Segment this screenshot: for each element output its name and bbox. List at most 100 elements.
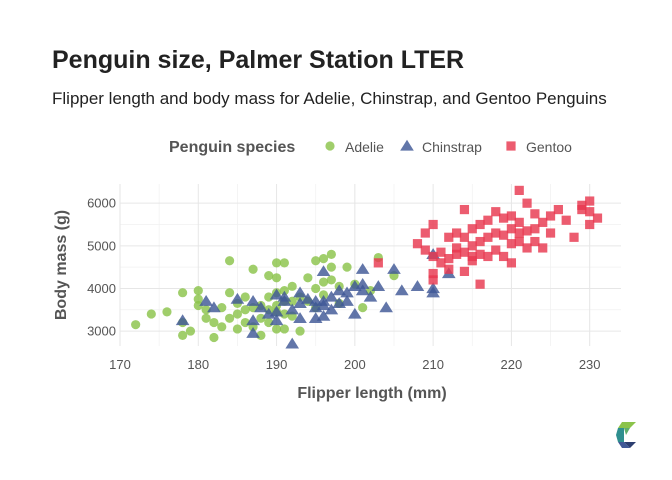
adelie-point [178,288,188,298]
gentoo-point [585,219,595,230]
chinstrap-point [277,290,292,302]
adelie-point [271,324,282,334]
gentoo-point [491,245,501,255]
gentoo-point [506,224,517,234]
legend-label: Chinstrap [422,139,482,155]
gentoo-point [475,279,485,289]
gentoo-point [452,249,462,259]
chinstrap-point [230,292,245,304]
series-chinstrap [175,248,456,349]
chinstrap-point [316,265,331,277]
x-tick-label: 190 [266,357,288,372]
adelie-point [271,258,282,268]
gentoo-point [444,232,454,242]
gentoo-point [585,196,595,206]
gentoo-point [506,211,517,221]
series-adelie [131,249,399,343]
adelie-point [224,313,235,323]
axis-ticks: 170 180 190 200 210 220 230 3000 4000 5000 6000 [87,196,600,372]
chinstrap-point [175,314,190,326]
gentoo-point [561,215,571,225]
chinstrap-point [426,286,440,298]
chinstrap-point [324,290,339,302]
chinstrap-point [285,337,300,349]
adelie-point [287,296,297,306]
gentoo-point [467,224,477,234]
chinstrap-point [332,284,347,296]
y-axis-title: Body mass (g) [53,210,70,320]
adelie-point [193,285,203,296]
gentoo-point [491,207,501,217]
gentoo-point [553,204,563,215]
gentoo-point [577,200,587,210]
y-tick-label: 4000 [87,281,116,296]
chinstrap-point [301,292,315,304]
adelie-point [232,309,243,319]
adelie-point [131,320,141,330]
chinstrap-point [316,299,331,311]
gentoo-point [545,228,556,238]
adelie-point [326,262,336,272]
chinstrap-point [355,263,370,274]
gentoo-point [491,228,501,238]
adelie-point [326,249,336,259]
adelie-point [146,309,156,319]
gentoo-point [530,224,540,234]
adelie-point [318,277,329,287]
gentoo-point [483,215,493,225]
legend-title: Penguin species [169,139,295,156]
adelie-point [178,330,188,340]
gentoo-point [436,258,446,268]
adelie-point [209,317,219,328]
gentoo-point [498,230,509,240]
adelie-point [224,256,235,266]
gentoo-point [592,213,603,223]
gentoo-point [522,243,532,253]
chinstrap-point [293,297,307,309]
chinstrap-point [355,277,370,289]
adelie-point [193,300,203,311]
chinstrap-point [246,314,260,326]
legend-item-chinstrap: Chinstrap [400,139,482,155]
gentoo-point [498,251,509,262]
gentoo-legend-marker [506,141,516,151]
gentoo-point [514,217,524,227]
chinstrap-point [387,263,401,274]
adelie-point [311,256,321,266]
gentoo-point [538,217,548,227]
y-tick-label: 6000 [87,196,116,211]
gentoo-point [585,207,595,217]
chinstrap-point [340,286,354,298]
chinstrap-point [340,295,354,306]
x-tick-label: 220 [501,357,523,372]
chinstrap-point [410,280,425,291]
adelie-point [358,303,368,313]
adelie-point [217,322,227,332]
chinstrap-point [324,303,339,315]
gentoo-point [459,232,470,242]
adelie-point [264,271,274,281]
gentoo-point [444,254,454,264]
chinstrap-point [254,301,268,313]
gentoo-point [483,232,493,242]
adelie-point [271,300,282,311]
adelie-point [193,294,203,304]
chinstrap-point [379,301,393,313]
gentoo-point [420,245,430,255]
gentoo-point [498,213,509,223]
gentoo-point [475,249,485,259]
gentoo-point [373,258,383,268]
gentoo-point [467,241,477,251]
gentoo-point [428,275,438,285]
gentoo-point [522,198,532,208]
data-points [131,185,603,349]
adelie-point [318,290,329,300]
chinstrap-point [316,309,331,321]
adelie-point [279,285,289,296]
adelie-point [271,273,282,283]
gentoo-point [467,256,477,266]
adelie-point [224,288,235,298]
adelie-point [217,303,227,313]
chinstrap-point [394,284,409,296]
